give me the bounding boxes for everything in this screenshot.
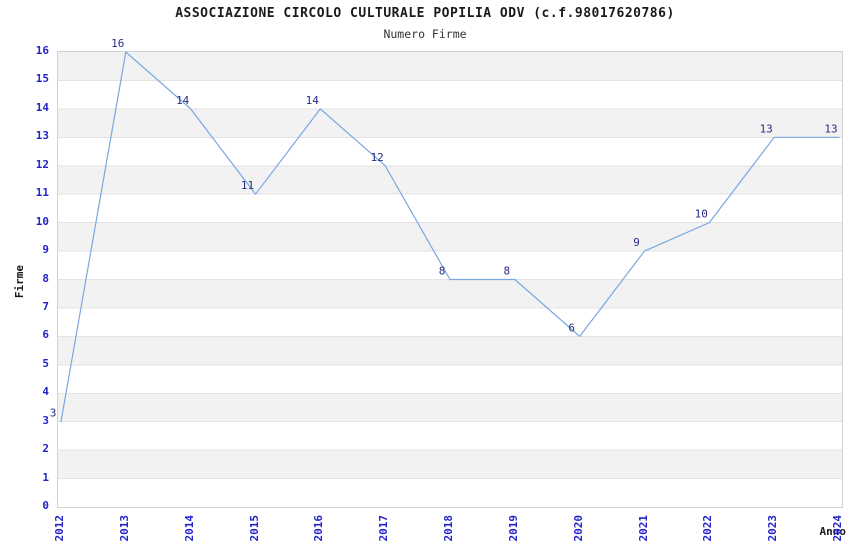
band-stripe — [58, 393, 842, 422]
x-tick-label: 2023 — [766, 515, 780, 542]
y-tick-label: 7 — [42, 299, 49, 313]
x-tick-label: 2022 — [701, 515, 715, 542]
x-tick-label-wrap: 2014 — [183, 510, 210, 542]
y-tick-label: 1 — [42, 470, 49, 484]
y-tick-label: 15 — [35, 72, 49, 86]
x-tick-label-wrap: 2013 — [118, 510, 145, 542]
band-stripe — [58, 108, 842, 138]
band-stripe — [58, 336, 842, 365]
data-line — [60, 51, 840, 423]
x-tick-label: 2024 — [831, 515, 844, 542]
y-tick-label: 0 — [42, 499, 49, 512]
data-point-label: 16 — [111, 37, 124, 50]
data-point-label: 9 — [633, 236, 640, 249]
y-tick-label: 14 — [35, 100, 49, 114]
x-tick-label: 2016 — [312, 515, 326, 542]
band-stripe — [58, 165, 842, 195]
x-tick-label: 2014 — [182, 515, 196, 542]
x-tick-label-wrap: 2023 — [766, 510, 793, 542]
y-tick-label: 10 — [35, 214, 49, 228]
plot-area: 3 16 14 11 14 12 8 8 6 9 10 13 13 — [50, 37, 843, 508]
x-tick-label: 2012 — [53, 515, 66, 542]
x-tick-label: 2015 — [247, 515, 261, 542]
x-tick-label: 2018 — [442, 515, 455, 542]
band-stripe — [58, 279, 842, 308]
y-tick-label: 9 — [42, 243, 49, 257]
x-tick-label-wrap: 2017 — [377, 510, 404, 542]
x-axis-title: Anno — [819, 525, 847, 538]
y-tick-label: 12 — [35, 157, 49, 171]
x-tick-label: 2013 — [117, 515, 131, 542]
x-tick-label: 2019 — [506, 515, 520, 542]
x-tick-label: 2017 — [377, 515, 391, 542]
y-tick-label: 11 — [35, 186, 49, 200]
x-tick-label: 2020 — [571, 515, 585, 542]
y-tick-label: 16 — [35, 44, 49, 57]
y-tick-label: 4 — [42, 385, 49, 399]
x-tick-label: 2021 — [636, 515, 650, 542]
band-stripe — [58, 450, 842, 479]
data-point-label: 10 — [695, 208, 708, 221]
data-point-label: 14 — [176, 94, 190, 107]
x-tick-label-wrap: 2012 — [53, 510, 80, 542]
y-tick-label: 3 — [42, 413, 49, 427]
chart-subtitle: Numero Firme — [383, 27, 467, 41]
data-point-label: 13 — [824, 122, 837, 135]
line-chart-svg: 3 16 14 11 14 12 8 8 6 9 10 13 13 — [50, 37, 842, 480]
x-tick-label-wrap: 2024 — [831, 510, 850, 542]
x-tick-label-wrap: 2015 — [248, 510, 275, 542]
data-point-label: 6 — [568, 321, 575, 334]
band-stripe — [58, 52, 842, 81]
y-tick-label: 8 — [42, 271, 49, 285]
band-stripe — [58, 222, 842, 252]
data-point-label: 11 — [241, 179, 254, 192]
data-point-label: 3 — [50, 407, 57, 420]
x-tick-label-wrap: 2018 — [442, 510, 469, 542]
chart-title: ASSOCIAZIONE CIRCOLO CULTURALE POPILIA O… — [175, 6, 675, 21]
x-tick-label-wrap: 2022 — [701, 510, 728, 542]
data-point-label: 12 — [371, 151, 384, 164]
y-tick-label: 13 — [35, 129, 49, 143]
data-point-label: 13 — [760, 122, 773, 135]
x-tick-label-wrap: 2016 — [312, 510, 339, 542]
y-tick-label: 6 — [42, 328, 49, 342]
y-tick-label: 2 — [42, 442, 49, 456]
data-point-label: 14 — [306, 94, 320, 107]
x-tick-label-wrap: 2021 — [637, 510, 664, 542]
data-point-label: 8 — [503, 265, 510, 278]
x-tick-label-wrap: 2020 — [572, 510, 599, 542]
x-tick-label-wrap: 2019 — [507, 510, 534, 542]
data-point-label: 8 — [439, 265, 446, 278]
y-tick-label: 5 — [42, 356, 49, 370]
